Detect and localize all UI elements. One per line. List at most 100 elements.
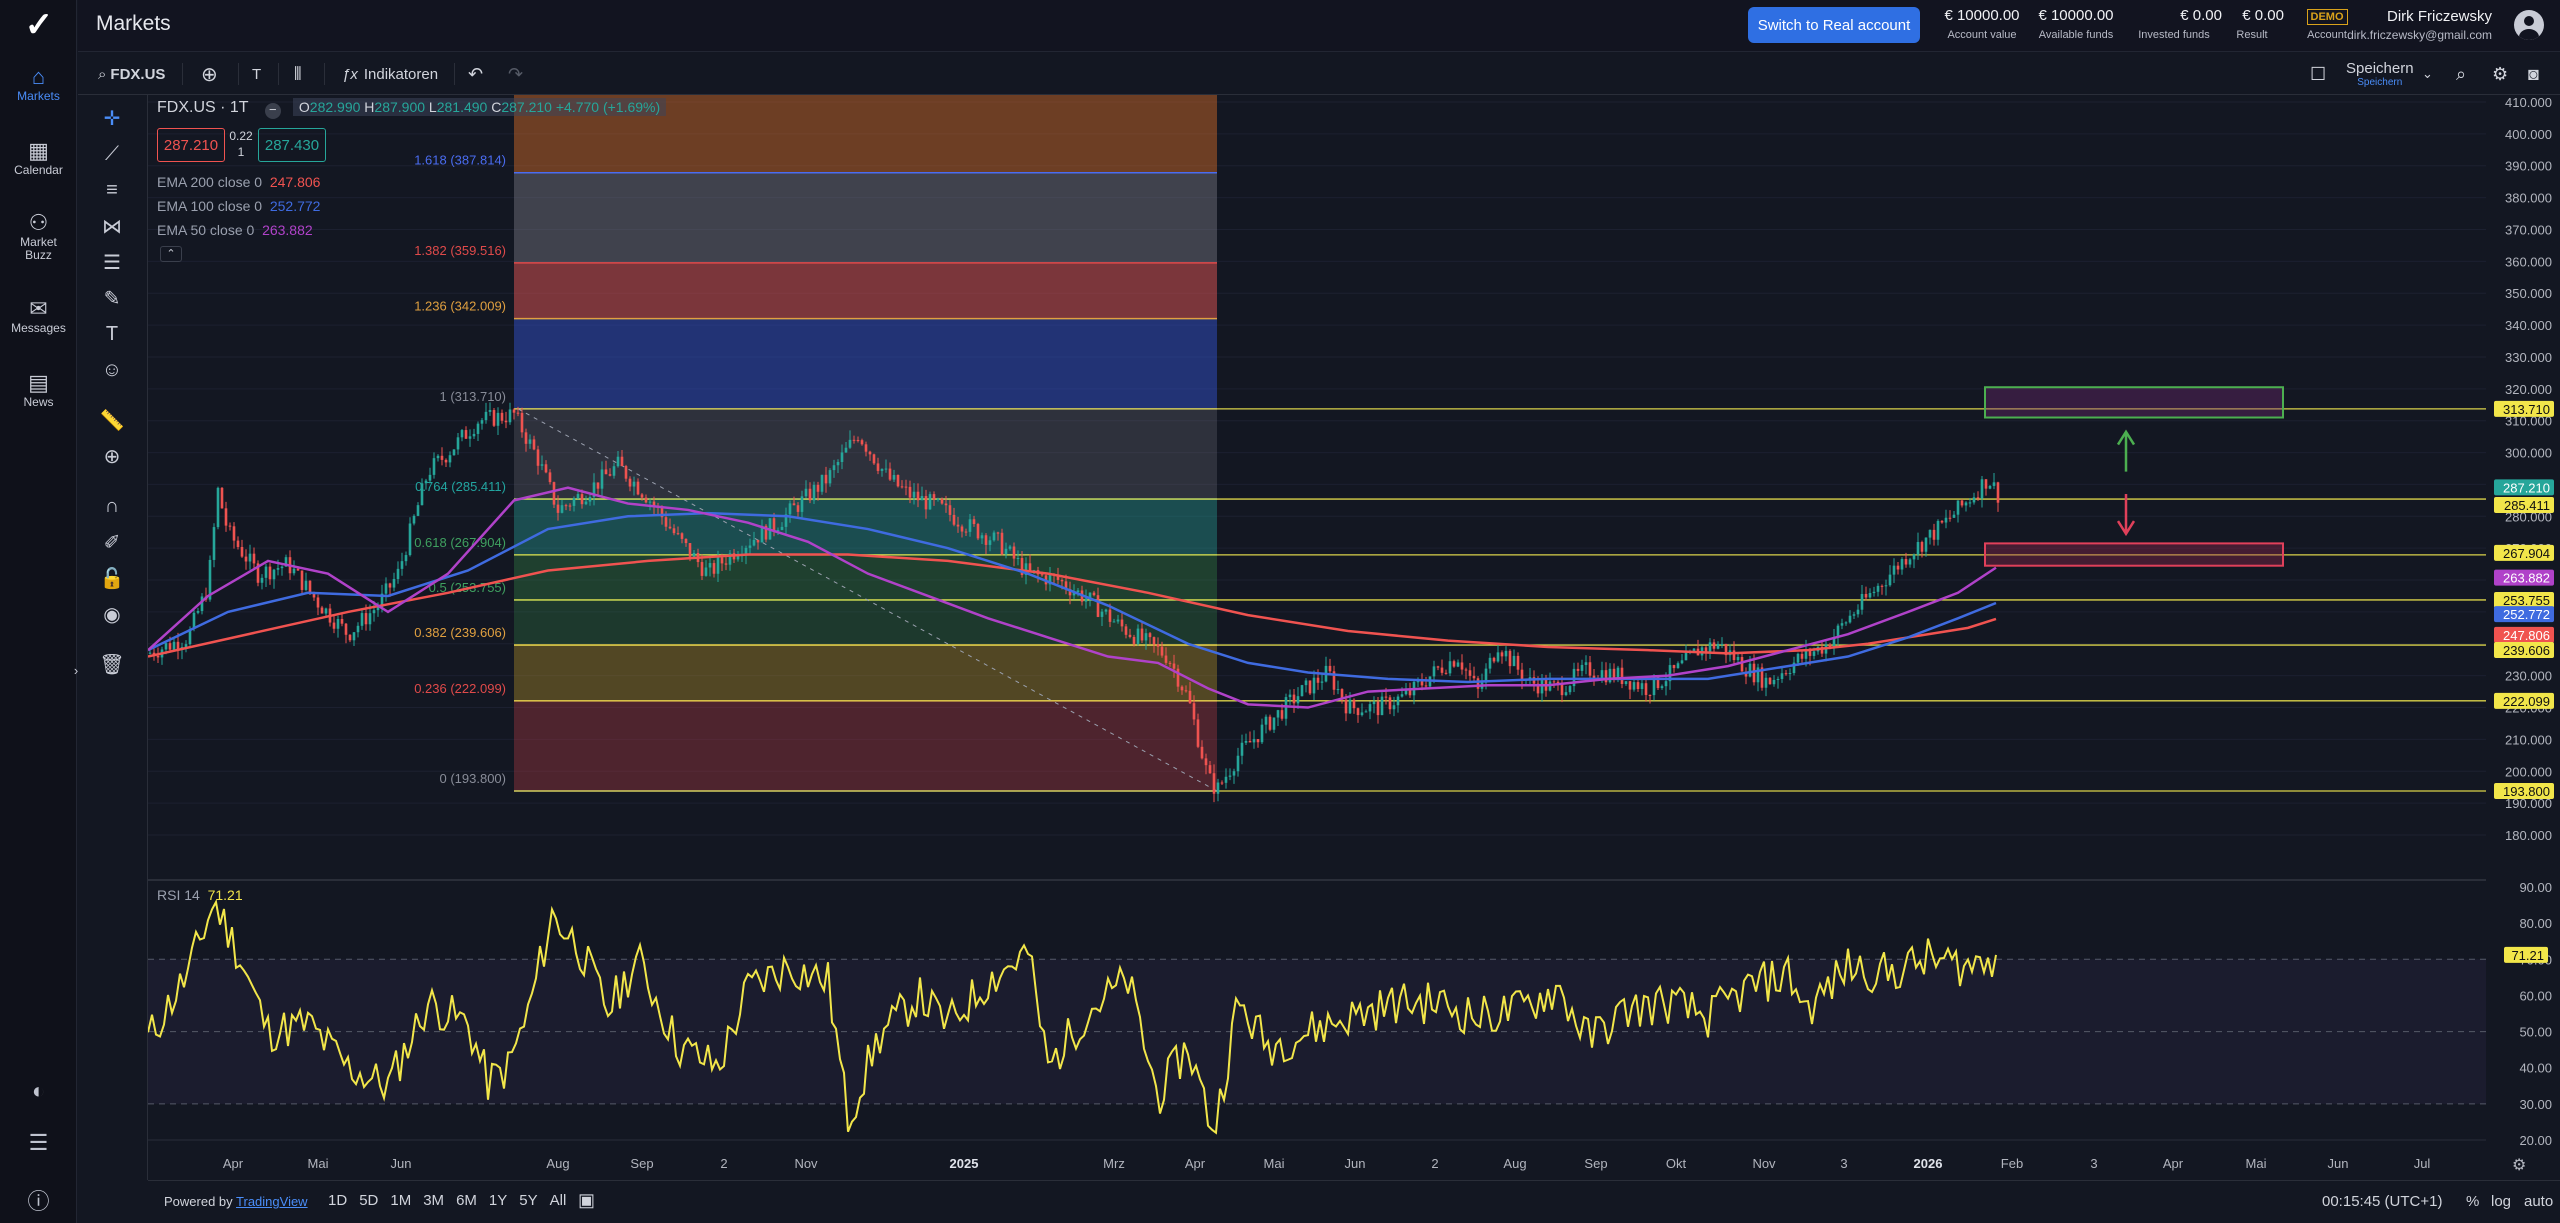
auto-toggle[interactable]: auto: [2524, 1193, 2554, 1210]
settings-sliders-icon[interactable]: ☰: [28, 1130, 49, 1155]
clock[interactable]: 00:15:45 (UTC+1): [2322, 1193, 2443, 1210]
user-info[interactable]: Dirk Friczewsky dirk.friczewsky@gmail.com: [2347, 8, 2492, 42]
zoom-icon[interactable]: ⊕: [103, 445, 121, 468]
candle-body: [344, 623, 348, 635]
pattern-icon[interactable]: ⋈: [102, 215, 122, 238]
switch-real-account-button[interactable]: Switch to Real account: [1748, 7, 1920, 43]
candle-body: [1012, 546, 1016, 559]
crosshair-icon[interactable]: ✛: [103, 107, 121, 130]
candle-body: [1680, 660, 1684, 664]
add-symbol-icon[interactable]: ⊕: [201, 63, 218, 86]
candle-body: [476, 423, 480, 434]
channel-icon[interactable]: ≡: [106, 178, 118, 201]
help-icon[interactable]: ⓘ: [27, 1189, 50, 1214]
time-axis-label: Apr: [1185, 1156, 1206, 1171]
nav-messages[interactable]: ✉ Messages: [0, 294, 77, 335]
range-6m[interactable]: 6M: [456, 1192, 477, 1209]
candle-body: [816, 484, 820, 492]
range-1y[interactable]: 1Y: [488, 1192, 508, 1209]
gear-icon[interactable]: ⚙: [2492, 63, 2509, 84]
text-icon[interactable]: T: [105, 322, 119, 345]
logo-check-icon[interactable]: ✓: [24, 6, 54, 44]
range-1m[interactable]: 1M: [390, 1192, 412, 1209]
log-toggle[interactable]: log: [2491, 1193, 2512, 1210]
candle-body: [1304, 680, 1308, 686]
candle-body: [1256, 739, 1260, 743]
legend-collapse-icon[interactable]: −: [264, 103, 281, 119]
trendline-icon[interactable]: ⟋: [105, 142, 119, 165]
symbol-search[interactable]: ⌕ FDX.US: [98, 65, 166, 83]
lock-drawing-icon[interactable]: ✐: [103, 531, 121, 554]
percent-toggle[interactable]: %: [2466, 1193, 2480, 1210]
price-tag: 253.755: [2503, 593, 2550, 608]
candle-body: [1648, 694, 1652, 696]
rsi-axis-label: 90.00: [2519, 880, 2552, 895]
candle-body: [368, 613, 372, 625]
candle-body: [728, 553, 732, 565]
ema-100-legend[interactable]: EMA 100 close 0 252.772: [157, 198, 321, 214]
ema-50-legend[interactable]: EMA 50 close 0 263.882: [157, 222, 313, 238]
range-5y[interactable]: 5Y: [519, 1192, 538, 1209]
indicators-button[interactable]: ƒx Indikatoren: [342, 65, 439, 83]
theme-toggle-icon[interactable]: ◐: [31, 1078, 46, 1103]
candle-body: [1400, 694, 1404, 697]
candle-body: [424, 480, 428, 484]
fib-level-label: 1.236 (342.009): [414, 299, 506, 314]
buy-price-box[interactable]: 287.430: [258, 128, 326, 162]
legend-symbol[interactable]: FDX.US · 1T: [157, 99, 249, 116]
interval-button[interactable]: T: [252, 65, 262, 83]
magnet-icon[interactable]: ∩: [104, 494, 120, 517]
stat-account[interactable]: DEMO Account: [2306, 9, 2348, 41]
candle-body: [456, 437, 460, 450]
lock-icon[interactable]: 🔓: [99, 567, 125, 590]
candle-body: [1000, 532, 1004, 555]
range-3m[interactable]: 3M: [423, 1192, 445, 1209]
chart-type-icon[interactable]: ⫴: [294, 63, 302, 84]
range-all[interactable]: All: [549, 1192, 567, 1209]
price-axis-label: 400.000: [2505, 127, 2552, 142]
candle-body: [1032, 570, 1036, 572]
avatar[interactable]: [2514, 10, 2544, 40]
nav-markets[interactable]: ⌂ Markets: [0, 62, 77, 103]
trash-icon[interactable]: 🗑: [99, 653, 125, 676]
candle-body: [388, 583, 392, 588]
redo-icon[interactable]: ↷: [508, 63, 524, 84]
brush-icon[interactable]: ✎: [103, 287, 121, 310]
nav-calendar[interactable]: ▦ Calendar: [0, 136, 77, 177]
stat-invested-funds: € 0.00 Invested funds: [2138, 7, 2222, 41]
sell-price-box[interactable]: 287.210: [157, 128, 225, 162]
nav-market-buzz[interactable]: ⚇ Market Buzz: [0, 208, 77, 262]
eye-icon[interactable]: ◉: [103, 603, 121, 626]
price-tag: 239.606: [2503, 643, 2550, 658]
candle-body: [1640, 683, 1644, 690]
price-chart[interactable]: 1.618 (387.814) 1.382 (359.516) 1.236 (342…: [148, 95, 2486, 1180]
candle-body: [1468, 670, 1472, 676]
emoji-icon[interactable]: ☺: [101, 358, 123, 381]
layout-checkbox-icon[interactable]: ☐: [2310, 63, 2327, 84]
quick-search-icon[interactable]: ⌕: [2456, 63, 2467, 84]
nav-news[interactable]: ▤ News: [0, 368, 77, 409]
save-button[interactable]: Speichern Speichern: [2346, 60, 2414, 88]
expand-toolbar-icon[interactable]: ›: [73, 662, 79, 678]
price-tag-bg: [2494, 400, 2554, 417]
candle-body: [1820, 646, 1824, 654]
chevron-down-icon[interactable]: ⌄: [2422, 66, 2433, 81]
price-axis[interactable]: 410.000 400.000 390.000 380.000 370.000 360.0…: [2486, 95, 2560, 1180]
candle-body: [964, 531, 968, 533]
camera-icon[interactable]: ◙: [2528, 63, 2539, 84]
undo-icon[interactable]: ↶: [468, 63, 484, 84]
date-range-icon[interactable]: ▣: [578, 1190, 596, 1210]
candle-body: [612, 466, 616, 476]
ema-200-legend[interactable]: EMA 200 close 0 247.806: [157, 174, 321, 190]
tradingview-link[interactable]: TradingView: [236, 1194, 308, 1209]
candle-body: [968, 519, 972, 532]
ruler-icon[interactable]: 📏: [99, 409, 125, 432]
range-1d[interactable]: 1D: [328, 1192, 348, 1209]
fib-icon[interactable]: ☰: [103, 251, 121, 274]
candle-body: [1116, 619, 1120, 622]
collapse-legend-button[interactable]: ⌃: [160, 246, 182, 262]
candle-body: [1200, 746, 1204, 759]
range-5d[interactable]: 5D: [359, 1192, 379, 1209]
candle-body: [440, 455, 444, 460]
candle-body: [1300, 685, 1304, 697]
